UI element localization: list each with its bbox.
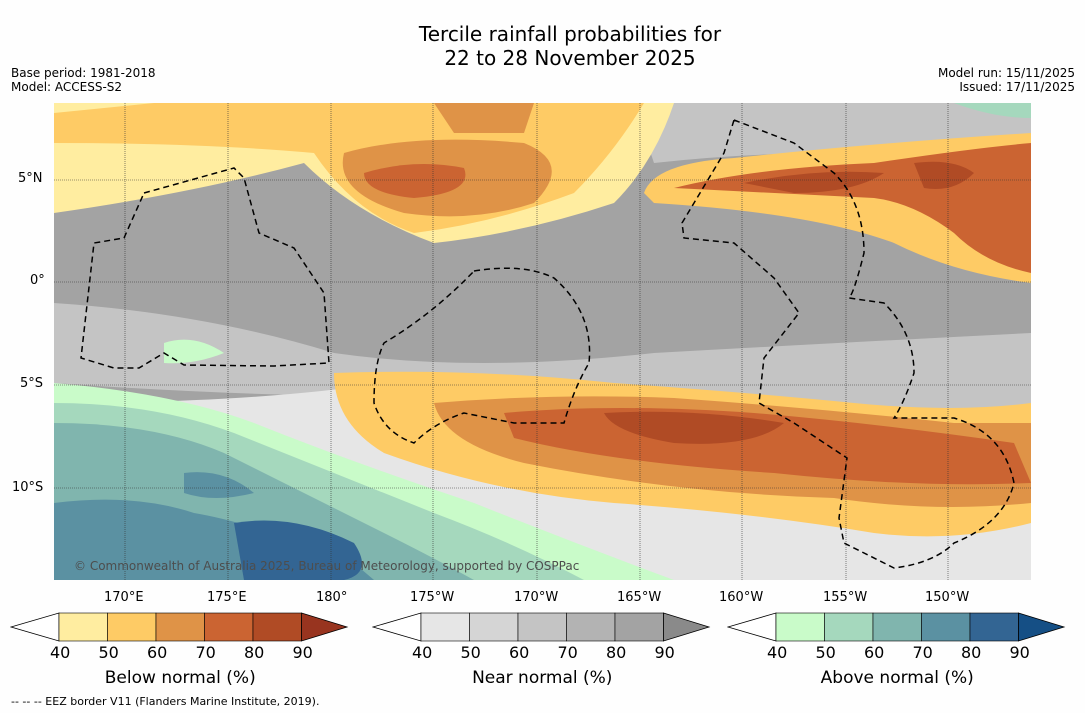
near-normal-light-zones	[54, 103, 1031, 433]
copyright-notice: © Commonwealth of Australia 2025, Bureau…	[74, 559, 579, 573]
colorbar-low-extend	[372, 612, 422, 642]
colorbar-tick: 90	[1009, 643, 1030, 662]
colorbar-tick: 40	[767, 643, 788, 662]
colorbar-tick: 90	[292, 643, 313, 662]
colorbar-segment	[969, 612, 1019, 642]
lon-label: 175°E	[207, 590, 247, 605]
above-normal-sw-5	[234, 520, 362, 580]
colorbar-segment	[614, 612, 664, 642]
model-name: Model: ACCESS-S2	[11, 80, 123, 94]
lon-label: 155°W	[823, 590, 868, 605]
above-normal-ne-corner	[954, 103, 1031, 118]
lat-label: 0°	[30, 273, 45, 288]
probability-map: © Commonwealth of Australia 2025, Bureau…	[54, 103, 1031, 580]
colorbar-low-extend	[10, 612, 60, 642]
colorbar-tick: 70	[912, 643, 933, 662]
colorbar-tick: 80	[244, 643, 265, 662]
colorbar-segment	[204, 612, 254, 642]
lon-label: 160°W	[719, 590, 764, 605]
lon-label: 170°E	[104, 590, 144, 605]
colorbar-tick: 60	[864, 643, 885, 662]
lon-label: 165°W	[617, 590, 662, 605]
colorbar-tick: 70	[557, 643, 578, 662]
issued-date: Issued: 17/11/2025	[959, 80, 1075, 94]
lat-label: 5°N	[18, 171, 43, 186]
colorbar-tick: 90	[654, 643, 675, 662]
lon-label: 180°	[316, 590, 348, 605]
colorbar-segment	[517, 612, 567, 642]
below-normal-colorbar	[10, 612, 349, 642]
lon-label: 150°W	[925, 590, 970, 605]
colorbar-segment	[824, 612, 874, 642]
colorbar-label: Above normal (%)	[820, 668, 974, 688]
colorbar-segment	[420, 612, 470, 642]
colorbar-tick: 60	[509, 643, 530, 662]
colorbar-label: Near normal (%)	[472, 668, 613, 688]
below-normal-north-4	[364, 164, 466, 198]
eez-footnote: -- -- -- EEZ border V11 (Flanders Marine…	[11, 695, 320, 708]
colorbar-segment	[872, 612, 922, 642]
colorbar-high-extend	[663, 612, 711, 642]
above-normal-colorbar	[727, 612, 1066, 642]
colorbar-tick: 70	[195, 643, 216, 662]
near-normal-colorbar	[372, 612, 711, 642]
colorbar-tick: 50	[815, 643, 836, 662]
below-normal-south-4	[604, 411, 784, 444]
colorbar-high-extend	[1018, 612, 1066, 642]
colorbar-segment	[58, 612, 108, 642]
colorbar-tick: 80	[961, 643, 982, 662]
colorbar-segment	[107, 612, 157, 642]
lat-label: 5°S	[20, 376, 44, 391]
colorbar-segment	[155, 612, 205, 642]
title-line-1: Tercile rainfall probabilities for	[418, 22, 722, 46]
base-period: Base period: 1981-2018	[11, 66, 156, 80]
colorbar-segment	[566, 612, 616, 642]
colorbar-high-extend	[301, 612, 349, 642]
below-normal-ne-3	[744, 161, 974, 193]
colorbar-label: Below normal (%)	[104, 668, 256, 688]
graticule	[54, 103, 1031, 580]
lon-label: 175°W	[410, 590, 455, 605]
lon-label: 170°W	[514, 590, 559, 605]
title-line-2: 22 to 28 November 2025	[444, 46, 696, 70]
colorbar-segment	[775, 612, 825, 642]
eez-borders	[80, 119, 1015, 569]
map-title: Tercile rainfall probabilities for 22 to…	[0, 22, 1085, 70]
colorbar-tick: 40	[412, 643, 433, 662]
colorbar-segment	[252, 612, 302, 642]
colorbar-low-extend	[727, 612, 777, 642]
colorbar-segment	[921, 612, 971, 642]
colorbar-tick: 50	[460, 643, 481, 662]
colorbar-segment	[469, 612, 519, 642]
colorbar-tick: 50	[98, 643, 119, 662]
colorbar-tick: 60	[147, 643, 168, 662]
colorbar-tick: 80	[606, 643, 627, 662]
colorbar-tick: 40	[50, 643, 71, 662]
model-run: Model run: 15/11/2025	[937, 66, 1075, 80]
lat-label: 10°S	[12, 480, 44, 495]
